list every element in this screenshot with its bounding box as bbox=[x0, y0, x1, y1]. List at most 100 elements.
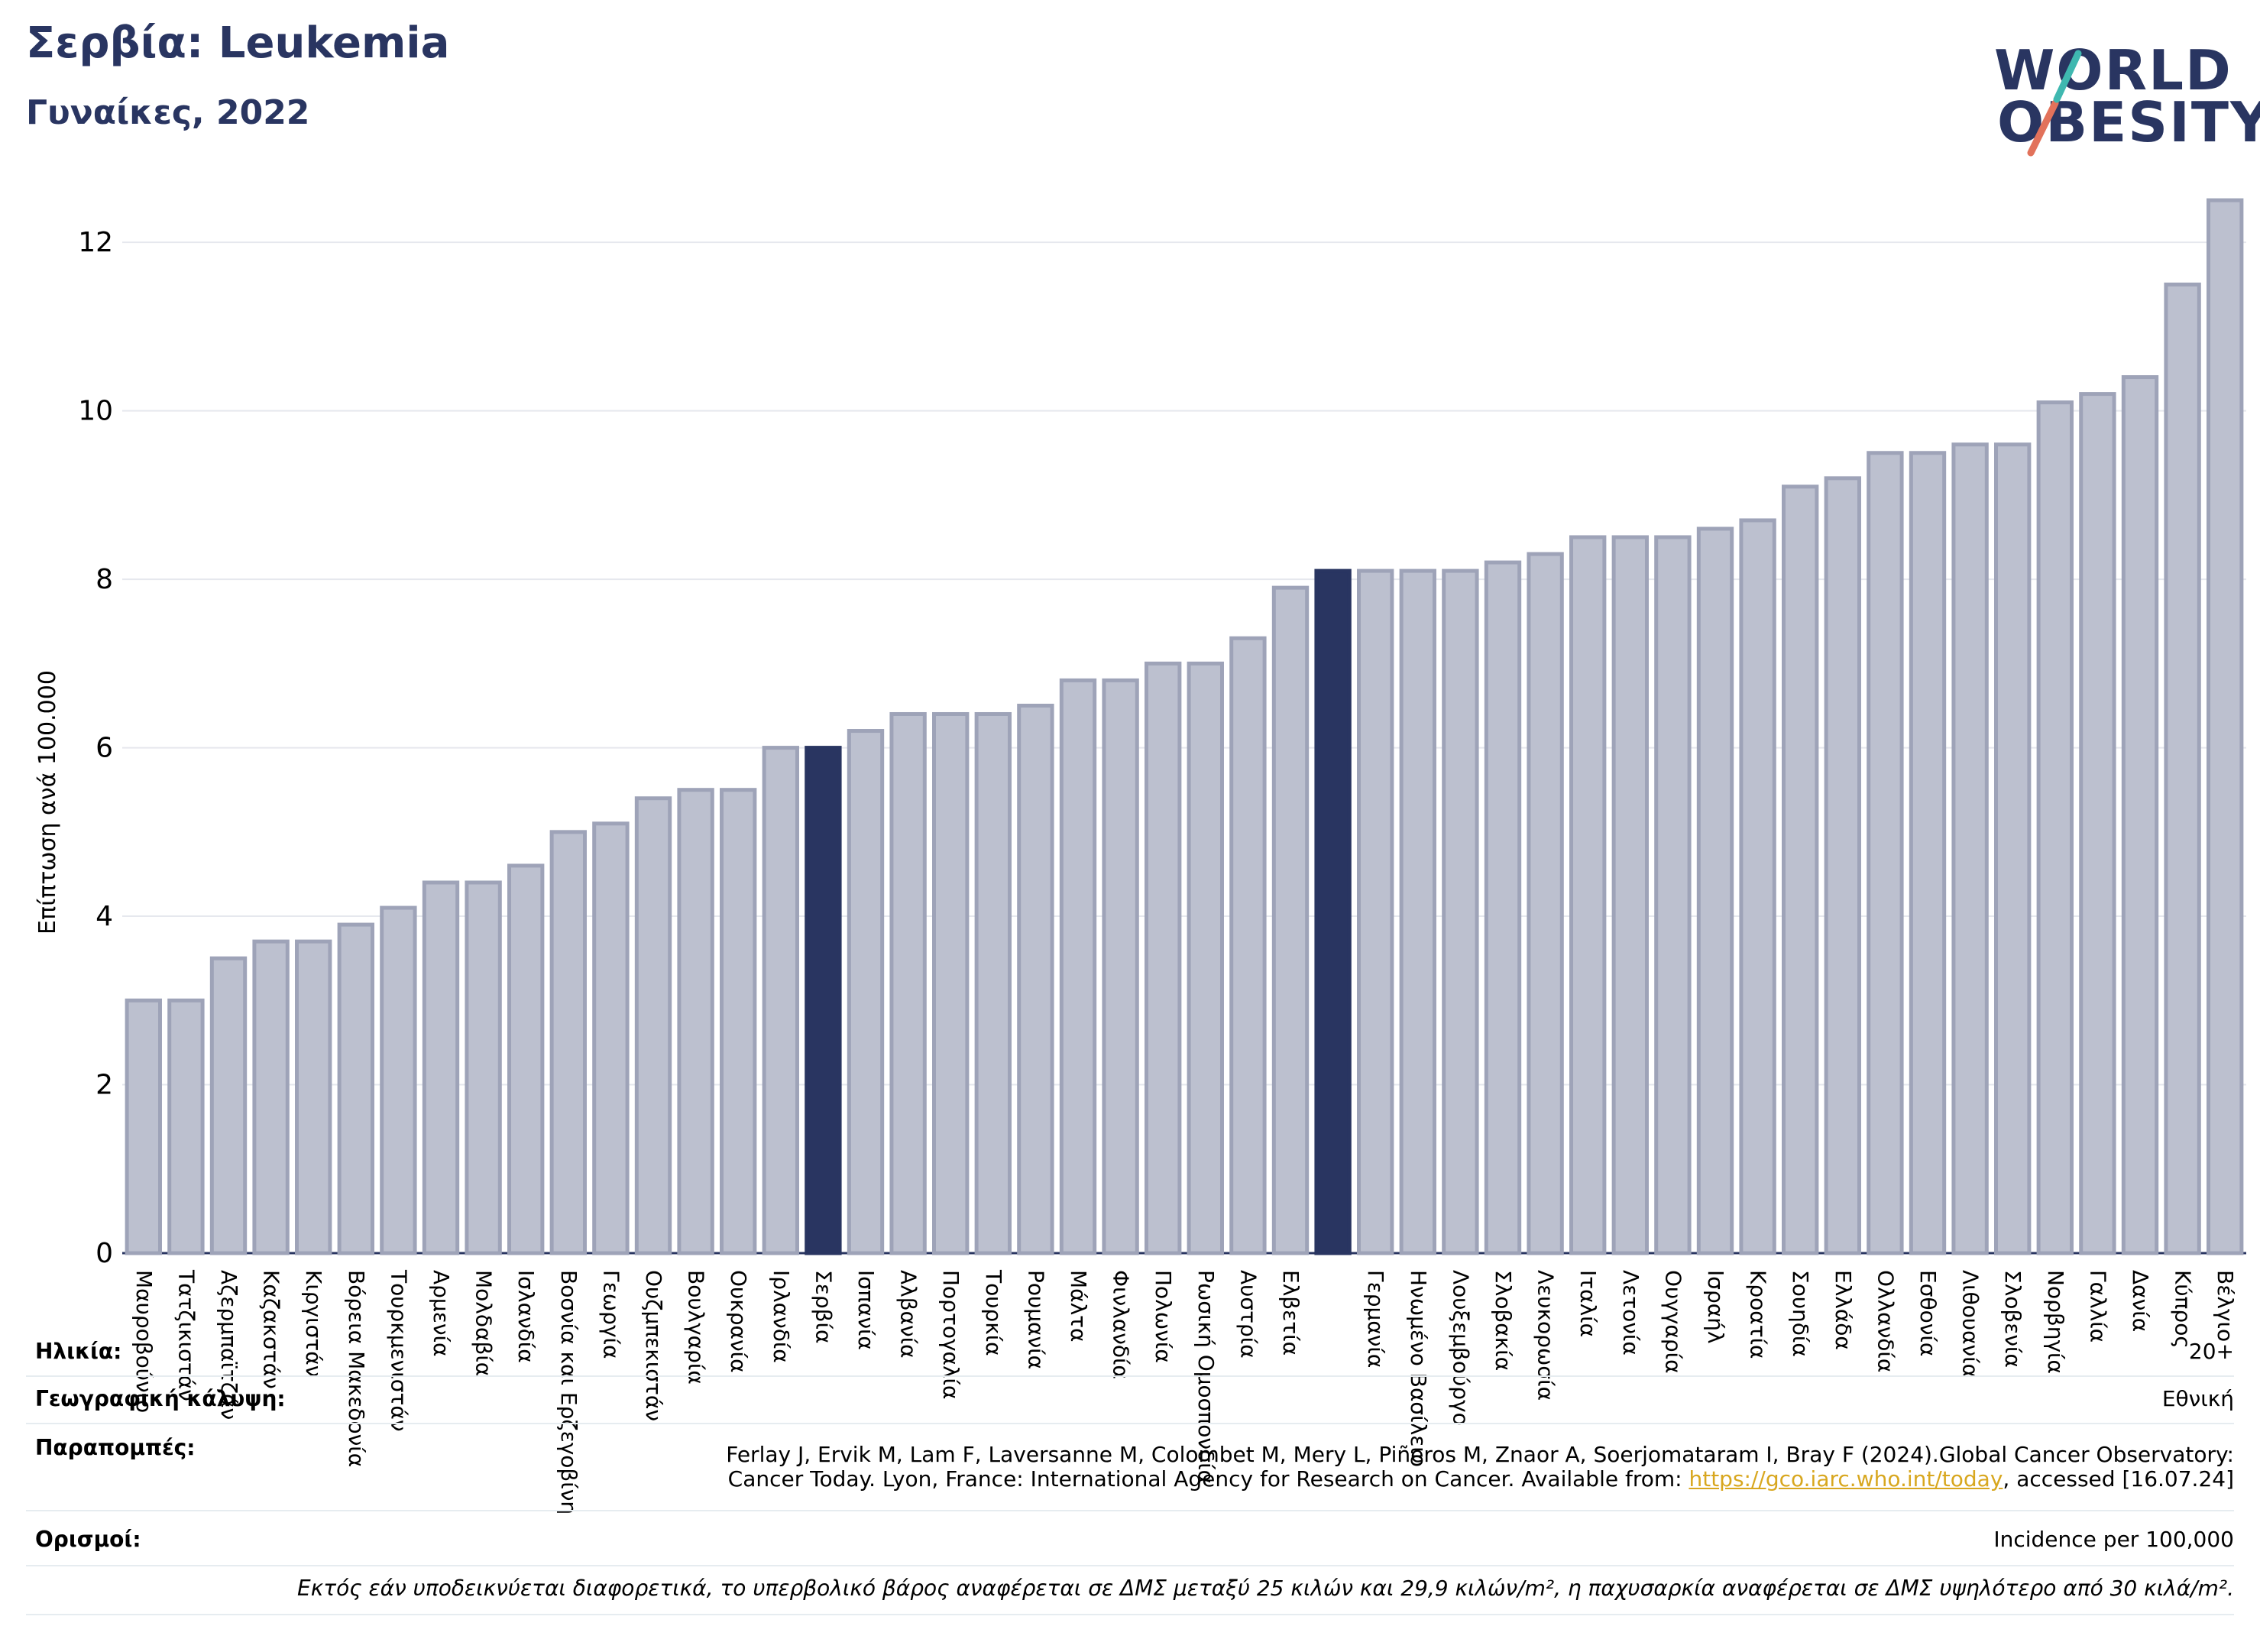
x-tick-label: Λιθουανία bbox=[1958, 1270, 1983, 1378]
logo-word-obesity: OBESITY bbox=[1997, 90, 2260, 154]
x-tick-label: Σλοβενία bbox=[2000, 1270, 2025, 1368]
x-tick-label: Γαλλία bbox=[2085, 1270, 2110, 1343]
info-row-definitions: Ορισμοί: Incidence per 100,000 bbox=[26, 1510, 2234, 1566]
bar bbox=[1314, 568, 1352, 1255]
x-tick-label: Αρμενία bbox=[429, 1270, 454, 1356]
bar bbox=[252, 939, 290, 1255]
x-tick-label: Ισραήλ bbox=[1703, 1270, 1728, 1344]
references-link[interactable]: https://gco.iarc.who.int/today bbox=[1689, 1466, 2003, 1492]
chart-subtitle: Γυναίκες, 2022 bbox=[26, 93, 310, 132]
bar bbox=[1484, 560, 1522, 1255]
bar bbox=[805, 746, 842, 1255]
y-tick-label: 8 bbox=[96, 564, 113, 595]
bar bbox=[209, 956, 248, 1255]
bar bbox=[1357, 568, 1394, 1255]
bar bbox=[974, 711, 1012, 1255]
x-tick-label: Ιταλία bbox=[1575, 1270, 1601, 1337]
x-tick-label: Βέλγιο bbox=[2213, 1270, 2238, 1342]
y-tick-label: 12 bbox=[78, 227, 113, 258]
bars bbox=[125, 198, 2244, 1255]
x-tick-label: Φινλανδία bbox=[1109, 1270, 1134, 1379]
bar bbox=[1145, 661, 1182, 1255]
logo-word-world: WORLD bbox=[1994, 38, 2232, 102]
x-tick-label: Ρωσική Ομοσπονδία bbox=[1193, 1270, 1219, 1484]
bar bbox=[1654, 535, 1692, 1255]
references-line-2: Cancer Today. Lyon, France: Internationa… bbox=[727, 1466, 2234, 1492]
bar bbox=[1782, 484, 1819, 1255]
y-tick-label: 10 bbox=[78, 396, 113, 427]
x-tick-label: Τουρκία bbox=[981, 1269, 1006, 1356]
x-tick-label: Γερμανία bbox=[1363, 1270, 1388, 1368]
x-tick-label: Πολωνία bbox=[1151, 1270, 1176, 1363]
y-tick-label: 2 bbox=[96, 1070, 113, 1101]
x-tick-label: Καζακστάν bbox=[259, 1270, 284, 1389]
x-tick-label: Αυστρία bbox=[1235, 1270, 1261, 1359]
x-tick-label: Γεωργία bbox=[598, 1270, 623, 1359]
x-tick-label: Βόρεια Μακεδονία bbox=[344, 1270, 369, 1467]
bar bbox=[677, 788, 714, 1255]
references-line-1: Ferlay J, Ervik M, Lam F, Laversanne M, … bbox=[726, 1442, 2234, 1467]
x-tick-label: Μαυροβούνιο bbox=[131, 1270, 157, 1413]
bar bbox=[125, 998, 162, 1255]
coverage-value: Εθνική bbox=[2161, 1386, 2234, 1411]
bar bbox=[507, 863, 545, 1255]
definitions-value: Incidence per 100,000 bbox=[1993, 1527, 2234, 1552]
x-tick-label: Ρουμανία bbox=[1023, 1270, 1048, 1369]
bar bbox=[2207, 198, 2244, 1255]
bar bbox=[1442, 568, 1479, 1255]
bar-chart: 0 2 4 6 8 10 12 Μαυροβούνιο Τατζικιστάν Αζερμπαϊ… bbox=[34, 198, 2246, 1514]
bar bbox=[1187, 661, 1224, 1255]
x-tick-label: Κύπρος bbox=[2171, 1270, 2196, 1349]
bar bbox=[1824, 476, 1861, 1255]
x-tick-label: Λουξεμβούργο bbox=[1448, 1270, 1473, 1426]
age-value: 20+ bbox=[2188, 1339, 2234, 1364]
x-tick-label: Μάλτα bbox=[1066, 1270, 1091, 1343]
x-tick-label: Ισπανία bbox=[853, 1270, 879, 1350]
bar bbox=[1271, 585, 1310, 1255]
bar bbox=[167, 998, 205, 1255]
bar bbox=[1994, 442, 2032, 1255]
bar bbox=[1951, 442, 1989, 1255]
y-tick-label: 4 bbox=[96, 901, 113, 932]
y-tick-label: 6 bbox=[96, 733, 113, 764]
info-row-references: Παραπομπές: Ferlay J, Ervik M, Lam F, La… bbox=[26, 1423, 2234, 1511]
x-tick-label: Ελλάδα bbox=[1831, 1270, 1856, 1350]
x-tick-label: Πορτογαλία bbox=[938, 1270, 963, 1399]
world-obesity-logo: WORLD OBESITY bbox=[1986, 23, 2260, 168]
bar bbox=[720, 788, 757, 1255]
bar bbox=[1867, 451, 1904, 1255]
bar bbox=[1229, 636, 1267, 1255]
definitions-label: Ορισμοί: bbox=[35, 1527, 141, 1552]
bar bbox=[847, 729, 885, 1255]
bar bbox=[465, 880, 502, 1255]
bar bbox=[1017, 703, 1054, 1255]
info-row-coverage: Γεωγραφική κάλυψη: Εθνική bbox=[26, 1375, 2234, 1424]
bar bbox=[889, 711, 927, 1255]
x-tick-label: Αζερμπαϊτζάν bbox=[216, 1270, 241, 1420]
bar bbox=[932, 711, 970, 1255]
x-tick-label: Κροατία bbox=[1746, 1270, 1771, 1359]
bar bbox=[295, 939, 332, 1255]
x-tick-label: Τατζικιστάν bbox=[173, 1269, 199, 1401]
bar bbox=[2079, 392, 2116, 1255]
x-tick-label: Σερβία bbox=[811, 1270, 836, 1343]
x-tick-labels: Μαυροβούνιο Τατζικιστάν Αζερμπαϊτζάν Καζακσ… bbox=[131, 1269, 2238, 1514]
bar bbox=[2121, 375, 2159, 1255]
footnote: Εκτός εάν υποδεικνύεται διαφορετικά, το … bbox=[297, 1576, 2234, 1601]
references-label: Παραπομπές: bbox=[35, 1435, 196, 1460]
x-tick-label: Δανία bbox=[2128, 1270, 2153, 1332]
x-tick-label: Ισλανδία bbox=[513, 1270, 539, 1363]
bar bbox=[337, 922, 374, 1255]
info-row-age: Ηλικία: 20+ bbox=[26, 1328, 2234, 1377]
logo-slash-icon bbox=[2027, 50, 2082, 157]
x-tick-label: Εσθονία bbox=[1915, 1270, 1941, 1356]
x-tick-label: Βοσνία και Ερζεγοβίνη bbox=[556, 1270, 581, 1514]
bar bbox=[2164, 282, 2201, 1255]
x-tick-label: Νορβηγία bbox=[2043, 1270, 2068, 1374]
bar bbox=[762, 746, 799, 1255]
bar bbox=[1909, 451, 1947, 1255]
bar bbox=[2036, 400, 2074, 1255]
x-tick-label: Ιρλανδία bbox=[769, 1270, 794, 1363]
bar bbox=[1569, 535, 1607, 1255]
x-tick-label: Ελβετία bbox=[1278, 1270, 1303, 1356]
